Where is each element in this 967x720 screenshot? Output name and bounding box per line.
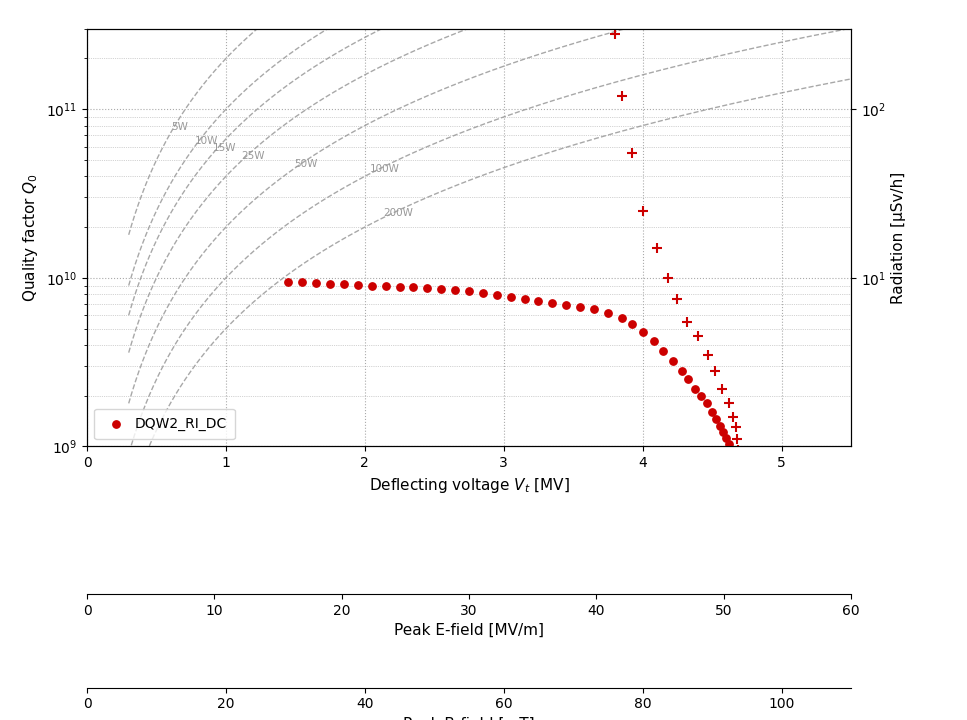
- Y-axis label: Quality factor $Q_0$: Quality factor $Q_0$: [21, 173, 41, 302]
- DQW2_RI_DC: [665, 356, 681, 367]
- DQW2_RI_DC: [448, 284, 463, 295]
- DQW2_RI_DC: [364, 280, 379, 292]
- DQW2_RI_DC: [308, 277, 324, 289]
- Point: [659, 272, 675, 284]
- DQW2_RI_DC: [704, 406, 719, 418]
- Point: [725, 411, 741, 423]
- DQW2_RI_DC: [489, 289, 505, 301]
- DQW2_RI_DC: [601, 307, 616, 318]
- DQW2_RI_DC: [433, 283, 449, 294]
- DQW2_RI_DC: [544, 297, 560, 309]
- Point: [690, 330, 706, 342]
- DQW2_RI_DC: [280, 276, 296, 287]
- Y-axis label: Radiation [μSv/h]: Radiation [μSv/h]: [892, 171, 906, 304]
- DQW2_RI_DC: [614, 312, 630, 323]
- DQW2_RI_DC: [716, 426, 731, 438]
- DQW2_RI_DC: [475, 287, 490, 299]
- Point: [728, 421, 744, 433]
- DQW2_RI_DC: [624, 318, 639, 330]
- DQW2_RI_DC: [718, 432, 734, 444]
- Point: [731, 444, 747, 456]
- DQW2_RI_DC: [709, 413, 724, 425]
- Point: [707, 365, 722, 377]
- Legend: DQW2_RI_DC: DQW2_RI_DC: [94, 409, 235, 439]
- DQW2_RI_DC: [656, 345, 671, 356]
- Point: [669, 293, 685, 305]
- DQW2_RI_DC: [392, 281, 407, 292]
- Text: 50W: 50W: [294, 158, 317, 168]
- DQW2_RI_DC: [728, 455, 744, 467]
- DQW2_RI_DC: [723, 444, 739, 456]
- Point: [700, 349, 716, 361]
- DQW2_RI_DC: [713, 420, 728, 432]
- DQW2_RI_DC: [503, 291, 518, 302]
- Text: 25W: 25W: [242, 150, 265, 161]
- DQW2_RI_DC: [531, 295, 546, 307]
- DQW2_RI_DC: [729, 462, 745, 473]
- DQW2_RI_DC: [688, 383, 703, 395]
- X-axis label: Peak B-field [mT]: Peak B-field [mT]: [403, 717, 535, 720]
- DQW2_RI_DC: [572, 302, 588, 313]
- Point: [729, 433, 745, 445]
- DQW2_RI_DC: [350, 279, 366, 290]
- DQW2_RI_DC: [586, 304, 601, 315]
- DQW2_RI_DC: [516, 293, 532, 305]
- DQW2_RI_DC: [646, 336, 661, 347]
- DQW2_RI_DC: [322, 278, 337, 289]
- DQW2_RI_DC: [378, 281, 394, 292]
- Point: [614, 90, 630, 102]
- DQW2_RI_DC: [337, 278, 352, 289]
- DQW2_RI_DC: [420, 282, 435, 294]
- DQW2_RI_DC: [725, 449, 741, 460]
- DQW2_RI_DC: [721, 438, 737, 449]
- DQW2_RI_DC: [681, 374, 696, 385]
- DQW2_RI_DC: [559, 300, 574, 311]
- Point: [714, 383, 729, 395]
- Point: [721, 397, 737, 409]
- Text: 15W: 15W: [213, 143, 237, 153]
- Point: [680, 316, 695, 328]
- Text: 200W: 200W: [383, 207, 413, 217]
- DQW2_RI_DC: [461, 286, 477, 297]
- Text: 10W: 10W: [195, 136, 219, 146]
- Text: 100W: 100W: [370, 163, 399, 174]
- Text: 5W: 5W: [171, 122, 189, 132]
- DQW2_RI_DC: [406, 282, 422, 293]
- Point: [649, 243, 664, 254]
- X-axis label: Deflecting voltage $V_t$ [MV]: Deflecting voltage $V_t$ [MV]: [368, 476, 570, 495]
- Point: [624, 148, 639, 159]
- DQW2_RI_DC: [674, 365, 689, 377]
- DQW2_RI_DC: [635, 325, 651, 337]
- Point: [607, 28, 623, 40]
- DQW2_RI_DC: [295, 276, 310, 288]
- DQW2_RI_DC: [699, 397, 715, 409]
- DQW2_RI_DC: [693, 390, 709, 402]
- Point: [635, 205, 651, 217]
- X-axis label: Peak E-field [MV/m]: Peak E-field [MV/m]: [394, 624, 544, 638]
